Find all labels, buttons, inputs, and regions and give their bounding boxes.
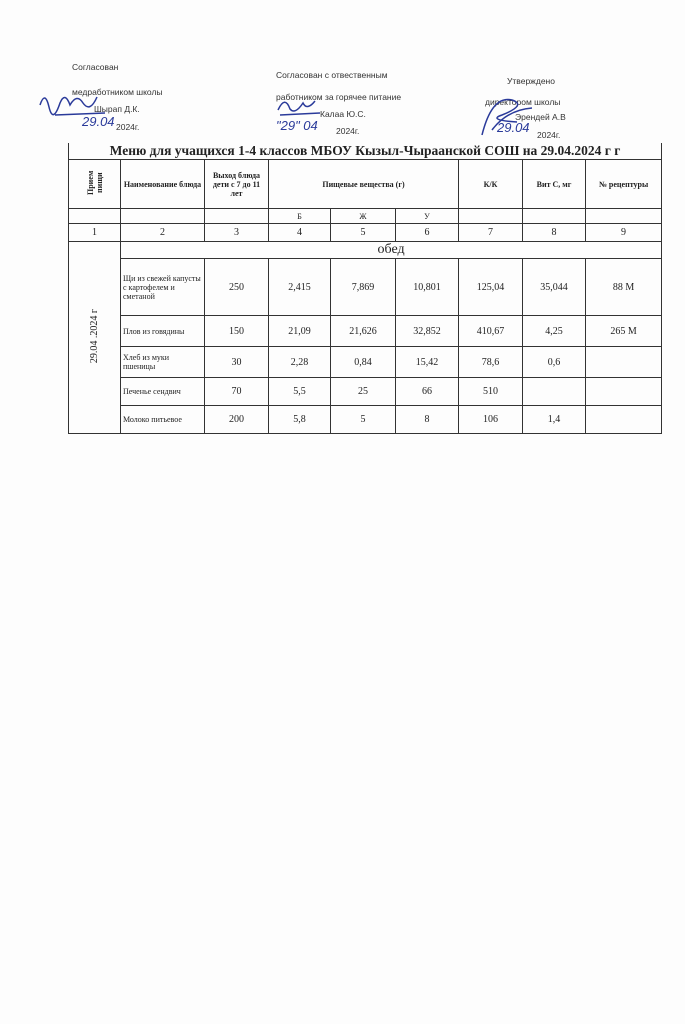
medic-signature-icon bbox=[39, 96, 106, 116]
yield: 200 bbox=[204, 405, 269, 434]
approval-director-line2: директором школы bbox=[485, 97, 561, 107]
approval-food-date: "29" 04 bbox=[276, 118, 318, 133]
fat: 5 bbox=[330, 405, 396, 434]
food-signature-icon bbox=[277, 100, 321, 116]
vitamin-c: 0,6 bbox=[522, 346, 586, 378]
protein: 21,09 bbox=[268, 315, 331, 347]
approval-food-line2: работником за горячее питание bbox=[276, 92, 402, 102]
col-number: 8 bbox=[522, 223, 586, 242]
approval-food-name: Калаа Ю.С. bbox=[320, 109, 366, 119]
approval-food-line1: Согласован с отвественным bbox=[276, 70, 388, 80]
dish-name: Плов из говядины bbox=[120, 315, 205, 347]
protein: 2,28 bbox=[268, 346, 331, 378]
vitamin-c: 35,044 bbox=[522, 258, 586, 316]
table-row: Печенье сендвич 70 5,5 25 66 510 bbox=[69, 377, 663, 406]
fat: 7,869 bbox=[330, 258, 396, 316]
fat: 25 bbox=[330, 377, 396, 406]
approval-medic-date: 29.04 bbox=[82, 114, 115, 129]
dish-name: Печенье сендвич bbox=[120, 377, 205, 406]
approval-medic-year: 2024г. bbox=[116, 122, 140, 132]
dish-name: Хлеб из муки пшеницы bbox=[120, 346, 205, 378]
col-number: 5 bbox=[330, 223, 396, 242]
approval-director-year: 2024г. bbox=[537, 130, 561, 140]
calories: 106 bbox=[458, 405, 523, 434]
fat: 0,84 bbox=[330, 346, 396, 378]
vitamin-c bbox=[522, 377, 586, 406]
table-row: Щи из свежей капусты с картофелем и смет… bbox=[69, 258, 663, 316]
approval-medic-line2: медработником школы bbox=[72, 87, 163, 97]
calories: 510 bbox=[458, 377, 523, 406]
yield: 250 bbox=[204, 258, 269, 316]
carbs: 8 bbox=[395, 405, 459, 434]
vitamin-c: 4,25 bbox=[522, 315, 586, 347]
approval-food-year: 2024г. bbox=[336, 126, 360, 136]
dish-name: Молоко питьевое bbox=[120, 405, 205, 434]
col-number: 4 bbox=[268, 223, 331, 242]
director-signature-icon bbox=[481, 98, 533, 136]
table-row: Молоко питьевое 200 5,8 5 8 106 1,4 bbox=[69, 405, 663, 434]
recipe-number bbox=[584, 346, 663, 378]
col-number: 1 bbox=[68, 223, 121, 242]
vitamin-c: 1,4 bbox=[522, 405, 586, 434]
yield: 150 bbox=[204, 315, 269, 347]
col-number: 7 bbox=[458, 223, 523, 242]
header-nutrients: Пищевые вещества (г) bbox=[268, 159, 459, 209]
approval-director-line1: Утверждено bbox=[507, 76, 555, 86]
yield: 30 bbox=[204, 346, 269, 378]
header-vitc: Вит С, мг bbox=[522, 159, 586, 209]
header-kk: К/К bbox=[458, 159, 523, 209]
fat: 21,626 bbox=[330, 315, 396, 347]
menu-title: Меню для учащихся 1-4 классов МБОУ Кызыл… bbox=[67, 143, 663, 160]
approval-director-name: Эрендей А.В bbox=[515, 112, 566, 122]
header-recipe: № рецептуры bbox=[584, 159, 663, 209]
table-row: Плов из говядины 150 21,09 21,626 32,852… bbox=[69, 315, 663, 347]
dish-name: Щи из свежей капусты с картофелем и смет… bbox=[120, 258, 205, 316]
carbs: 10,801 bbox=[395, 258, 459, 316]
protein: 2,415 bbox=[268, 258, 331, 316]
header-u: У bbox=[395, 208, 459, 224]
carbs: 66 bbox=[395, 377, 459, 406]
recipe-number bbox=[584, 377, 663, 406]
recipe-number: 88 М bbox=[584, 258, 663, 316]
calories: 410,67 bbox=[458, 315, 523, 347]
protein: 5,8 bbox=[268, 405, 331, 434]
calories: 78,6 bbox=[458, 346, 523, 378]
col-number: 2 bbox=[120, 223, 205, 242]
protein: 5,5 bbox=[268, 377, 331, 406]
header-meal: Прием пищи bbox=[68, 159, 121, 209]
col-number: 3 bbox=[204, 223, 269, 242]
approval-medic-name: Шырап Д.К. bbox=[94, 104, 140, 114]
col-number: 6 bbox=[395, 223, 459, 242]
approval-medic-line1: Согласован bbox=[72, 62, 119, 72]
carbs: 15,42 bbox=[395, 346, 459, 378]
recipe-number: 265 М bbox=[584, 315, 663, 347]
header-zh: Ж bbox=[330, 208, 396, 224]
yield: 70 bbox=[204, 377, 269, 406]
section-label: обед bbox=[119, 241, 663, 259]
header-b: Б bbox=[268, 208, 331, 224]
header-yield: Выход блюда дети с 7 до 11 лет bbox=[204, 159, 269, 209]
recipe-number bbox=[584, 405, 663, 434]
carbs: 32,852 bbox=[395, 315, 459, 347]
col-number: 9 bbox=[584, 223, 663, 242]
table-row: Хлеб из муки пшеницы 30 2,28 0,84 15,42 … bbox=[69, 346, 663, 378]
calories: 125,04 bbox=[458, 258, 523, 316]
approval-director-date: 29.04 bbox=[497, 120, 530, 135]
header-dish: Наименование блюда bbox=[120, 159, 205, 209]
menu-table: Меню для учащихся 1-4 классов МБОУ Кызыл… bbox=[67, 143, 663, 434]
date-cell: 29.04 .2024 г bbox=[68, 241, 121, 434]
